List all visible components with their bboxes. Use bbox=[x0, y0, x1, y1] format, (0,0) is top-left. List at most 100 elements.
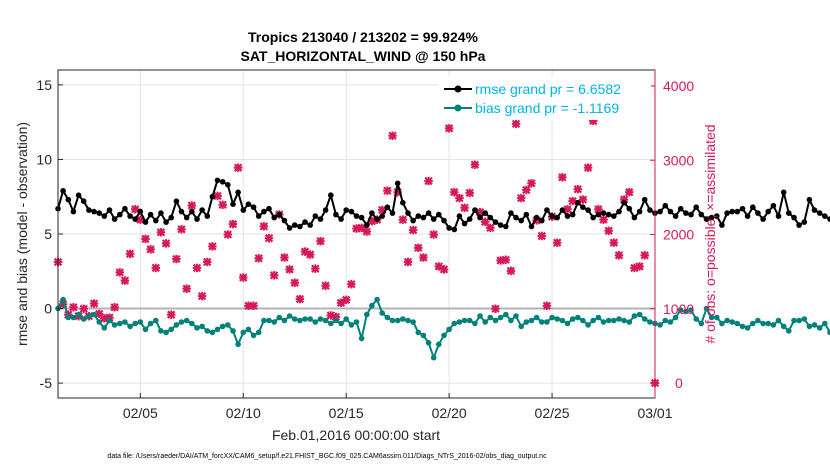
rmse-point bbox=[719, 222, 725, 228]
obs-count-point bbox=[146, 245, 155, 254]
rmse-point bbox=[714, 213, 720, 219]
rmse-point bbox=[446, 225, 452, 231]
rmse-point bbox=[117, 211, 123, 218]
bias-point bbox=[142, 326, 149, 333]
bias-point bbox=[523, 319, 530, 325]
bias-point bbox=[96, 319, 102, 325]
rmse-point bbox=[626, 205, 633, 212]
rmse-point bbox=[456, 213, 463, 219]
obs-count-point bbox=[635, 262, 644, 271]
y-left-tick-label: 0 bbox=[44, 301, 52, 317]
bias-point bbox=[554, 316, 560, 322]
obs-count-point bbox=[506, 266, 516, 276]
bias-point bbox=[487, 314, 494, 321]
rmse-point bbox=[492, 219, 499, 225]
rmse-point bbox=[518, 217, 524, 224]
bias-point bbox=[261, 317, 267, 324]
bias-point bbox=[266, 317, 272, 324]
bias-point bbox=[281, 317, 288, 324]
bias-point bbox=[698, 320, 705, 327]
bias-point bbox=[70, 314, 77, 321]
rmse-point bbox=[544, 207, 550, 213]
rmse-point bbox=[364, 222, 370, 228]
bias-point bbox=[75, 311, 82, 318]
bias-point bbox=[559, 317, 566, 324]
bias-point bbox=[333, 317, 339, 324]
obs-count-point bbox=[269, 271, 279, 280]
bias-point bbox=[564, 320, 571, 327]
rmse-point bbox=[477, 214, 483, 221]
obs-count-point bbox=[383, 186, 392, 195]
rmse-point bbox=[585, 207, 591, 213]
rmse-point bbox=[235, 189, 241, 196]
y-left-tick-label: 5 bbox=[44, 226, 52, 242]
obs-count-point bbox=[321, 281, 330, 290]
bias-point bbox=[60, 296, 66, 303]
obs-count-point bbox=[89, 299, 99, 308]
rmse-point bbox=[677, 205, 684, 212]
chart-title-line1: Tropics 213040 / 213202 = 99.924% bbox=[248, 29, 479, 45]
rmse-point bbox=[539, 217, 545, 224]
x-axis-ticks: 02/05 02/10 02/15 02/20 02/25 03/01 bbox=[123, 393, 673, 421]
bias-point bbox=[508, 317, 514, 324]
rmse-point bbox=[147, 211, 154, 218]
rmse-point bbox=[616, 208, 622, 215]
rmse-point bbox=[410, 217, 416, 224]
bias-point bbox=[791, 317, 797, 324]
obs-count-point bbox=[347, 279, 356, 289]
bias-point bbox=[580, 317, 586, 324]
bias-point bbox=[91, 311, 97, 318]
rmse-point bbox=[333, 211, 339, 218]
bias-point bbox=[472, 320, 478, 327]
rmse-point bbox=[770, 202, 777, 209]
rmse-point bbox=[806, 196, 813, 203]
rmse-point bbox=[703, 216, 710, 222]
obs-count-point bbox=[558, 173, 567, 182]
data-file-footnote: data file: /Users/raeder/DAI/ATM_forcXX/… bbox=[107, 453, 547, 460]
rmse-point bbox=[796, 222, 802, 228]
rmse-point bbox=[497, 222, 504, 228]
rmse-point bbox=[194, 216, 200, 222]
bias-point bbox=[621, 317, 627, 324]
bias-point bbox=[503, 311, 509, 318]
x-tick-label: 02/25 bbox=[535, 405, 570, 421]
rmse-point bbox=[230, 201, 236, 207]
bias-point bbox=[194, 325, 200, 331]
obs-count-point bbox=[208, 242, 217, 251]
bias-point bbox=[667, 319, 674, 325]
y-left-tick-label: 15 bbox=[36, 77, 52, 93]
bias-point bbox=[533, 314, 540, 321]
bias-point bbox=[297, 317, 303, 324]
bias-point bbox=[492, 317, 499, 324]
rmse-point bbox=[302, 219, 308, 225]
obs-count-point bbox=[408, 225, 418, 235]
bias-point bbox=[801, 316, 808, 322]
bias-point bbox=[811, 322, 818, 328]
y-right-tick-label: 1000 bbox=[663, 301, 694, 317]
rmse-point bbox=[137, 208, 144, 215]
bias-point bbox=[477, 313, 483, 319]
bias-point bbox=[466, 317, 473, 324]
rmse-point bbox=[101, 213, 108, 219]
bias-point bbox=[688, 307, 694, 313]
bias-point bbox=[724, 317, 730, 324]
rmse-point bbox=[621, 199, 627, 206]
obs-count-point bbox=[259, 222, 269, 231]
y-right-tick-label: 3000 bbox=[663, 152, 694, 168]
bias-point bbox=[147, 320, 154, 327]
rmse-point bbox=[775, 213, 782, 219]
rmse-point bbox=[209, 193, 216, 200]
bias-point bbox=[657, 322, 663, 328]
rmse-point bbox=[451, 226, 458, 233]
rmse-point bbox=[734, 208, 741, 215]
obs-count-point bbox=[501, 255, 510, 264]
bias-point bbox=[729, 319, 735, 325]
bias-point bbox=[230, 328, 236, 334]
rmse-point bbox=[255, 213, 262, 219]
obs-count-point bbox=[69, 303, 78, 312]
rmse-point bbox=[328, 192, 334, 198]
obs-count-point bbox=[450, 187, 459, 197]
rmse-point bbox=[317, 216, 324, 222]
rmse-series bbox=[55, 177, 830, 233]
bias-point bbox=[647, 319, 653, 325]
